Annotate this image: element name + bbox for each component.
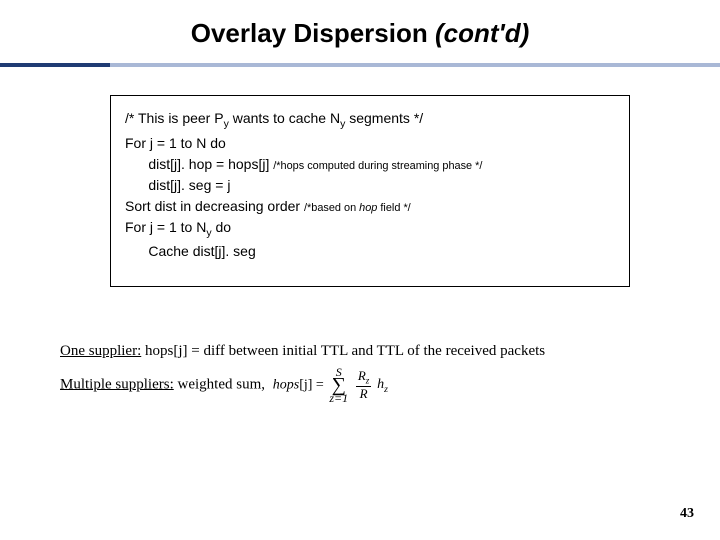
frac-denominator: R [360,387,368,400]
indent [125,156,148,172]
title-italic: (cont'd) [435,18,529,48]
algo-comment: field */ [377,202,410,214]
formula-lhs: hops [273,377,299,392]
algo-line-2: For j = 1 to N do [125,133,615,154]
algo-comment-italic: hop [359,202,377,214]
algo-line-1: /* This is peer Py wants to cache Ny seg… [125,108,615,133]
formula-tail: hz [377,377,388,392]
formula-sum: S ∑ z=1 [329,366,348,404]
algo-text: dist[j]. hop = hops[j] [148,156,273,172]
note-line-2: Multiple suppliers: weighted sum, hops[j… [60,366,690,404]
slide-title: Overlay Dispersion (cont'd) [0,0,720,49]
frac-num-a: R [358,368,366,383]
algo-line-6: For j = 1 to Ny do [125,217,615,242]
page-number: 43 [680,506,694,522]
algo-comment: /*hops computed during streaming phase *… [273,160,482,172]
algo-comment: /*based on [304,202,359,214]
algo-line-5: Sort dist in decreasing order /*based on… [125,196,615,217]
algorithm-box: /* This is peer Py wants to cache Ny seg… [110,95,630,287]
formula-fraction: Rz R [356,369,372,400]
algo-text: segments */ [345,110,423,126]
algo-text: dist[j]. seg = j [148,177,230,193]
sum-bottom: z=1 [329,392,348,404]
note-label: One supplier: [60,343,141,359]
divider-dark-segment [0,63,110,67]
frac-numerator: Rz [356,369,372,387]
formula: hops[j] = S ∑ z=1 Rz R hz [273,366,388,404]
note-label: Multiple suppliers: [60,376,174,392]
note-text: weighted sum, [174,376,269,392]
tail-sub: z [384,384,388,395]
algo-text: do [212,219,231,235]
algo-line-7: Cache dist[j]. seg [125,241,615,262]
algo-text: Cache dist[j]. seg [148,243,255,259]
algo-text: /* This is peer P [125,110,224,126]
note-text: hops[j] = diff between initial TTL and T… [141,343,545,359]
algo-line-4: dist[j]. seg = j [125,175,615,196]
algo-text: Sort dist in decreasing order [125,198,304,214]
indent [125,177,148,193]
indent [125,243,148,259]
title-divider [0,63,720,67]
sigma-icon: ∑ [332,378,346,392]
frac-num-sub: z [366,376,370,386]
algo-text: wants to cache N [229,110,340,126]
notes-block: One supplier: hops[j] = diff between ini… [60,337,690,404]
algo-line-3: dist[j]. hop = hops[j] /*hops computed d… [125,154,615,175]
title-plain: Overlay Dispersion [191,18,435,48]
formula-lhs-b: [j] = [299,377,327,392]
algo-text: For j = 1 to N [125,219,206,235]
note-line-1: One supplier: hops[j] = diff between ini… [60,337,690,366]
divider-light-segment [110,63,720,67]
